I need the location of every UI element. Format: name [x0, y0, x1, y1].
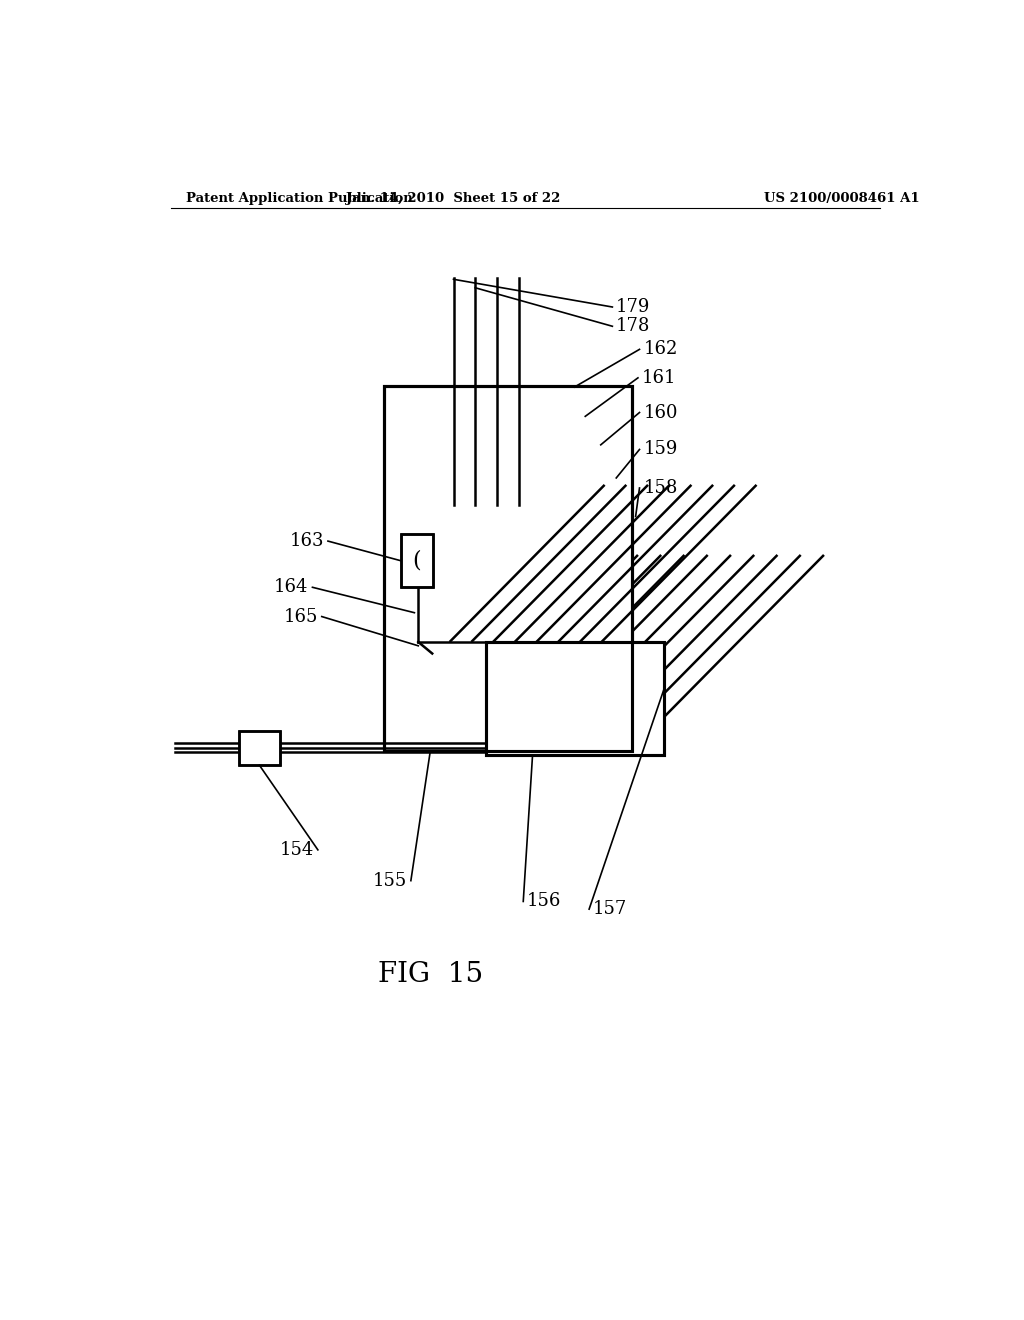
- Bar: [384, 385, 632, 751]
- Text: 179: 179: [616, 298, 650, 315]
- Text: 161: 161: [642, 368, 676, 387]
- Text: 157: 157: [593, 900, 628, 919]
- Bar: [486, 642, 665, 755]
- Bar: [400, 535, 432, 587]
- Text: 178: 178: [616, 317, 650, 335]
- Text: 163: 163: [290, 532, 324, 550]
- Bar: [486, 642, 665, 755]
- Text: Patent Application Publication: Patent Application Publication: [186, 191, 413, 205]
- Text: 165: 165: [284, 607, 317, 626]
- Text: 160: 160: [643, 404, 678, 421]
- Text: 159: 159: [643, 441, 678, 458]
- Text: US 2100/0008461 A1: US 2100/0008461 A1: [764, 191, 920, 205]
- Text: 164: 164: [274, 578, 308, 597]
- Text: 156: 156: [527, 892, 561, 911]
- Text: 154: 154: [280, 841, 314, 859]
- Text: 155: 155: [373, 871, 407, 890]
- Bar: [400, 535, 432, 587]
- Text: Jan. 14, 2010  Sheet 15 of 22: Jan. 14, 2010 Sheet 15 of 22: [346, 191, 561, 205]
- Bar: [384, 385, 632, 751]
- Text: FIG  15: FIG 15: [378, 961, 482, 989]
- Bar: [239, 730, 280, 766]
- Bar: [384, 385, 632, 751]
- Text: (: (: [413, 549, 421, 572]
- Text: 162: 162: [643, 341, 678, 358]
- Bar: [239, 730, 280, 766]
- Text: 158: 158: [643, 479, 678, 496]
